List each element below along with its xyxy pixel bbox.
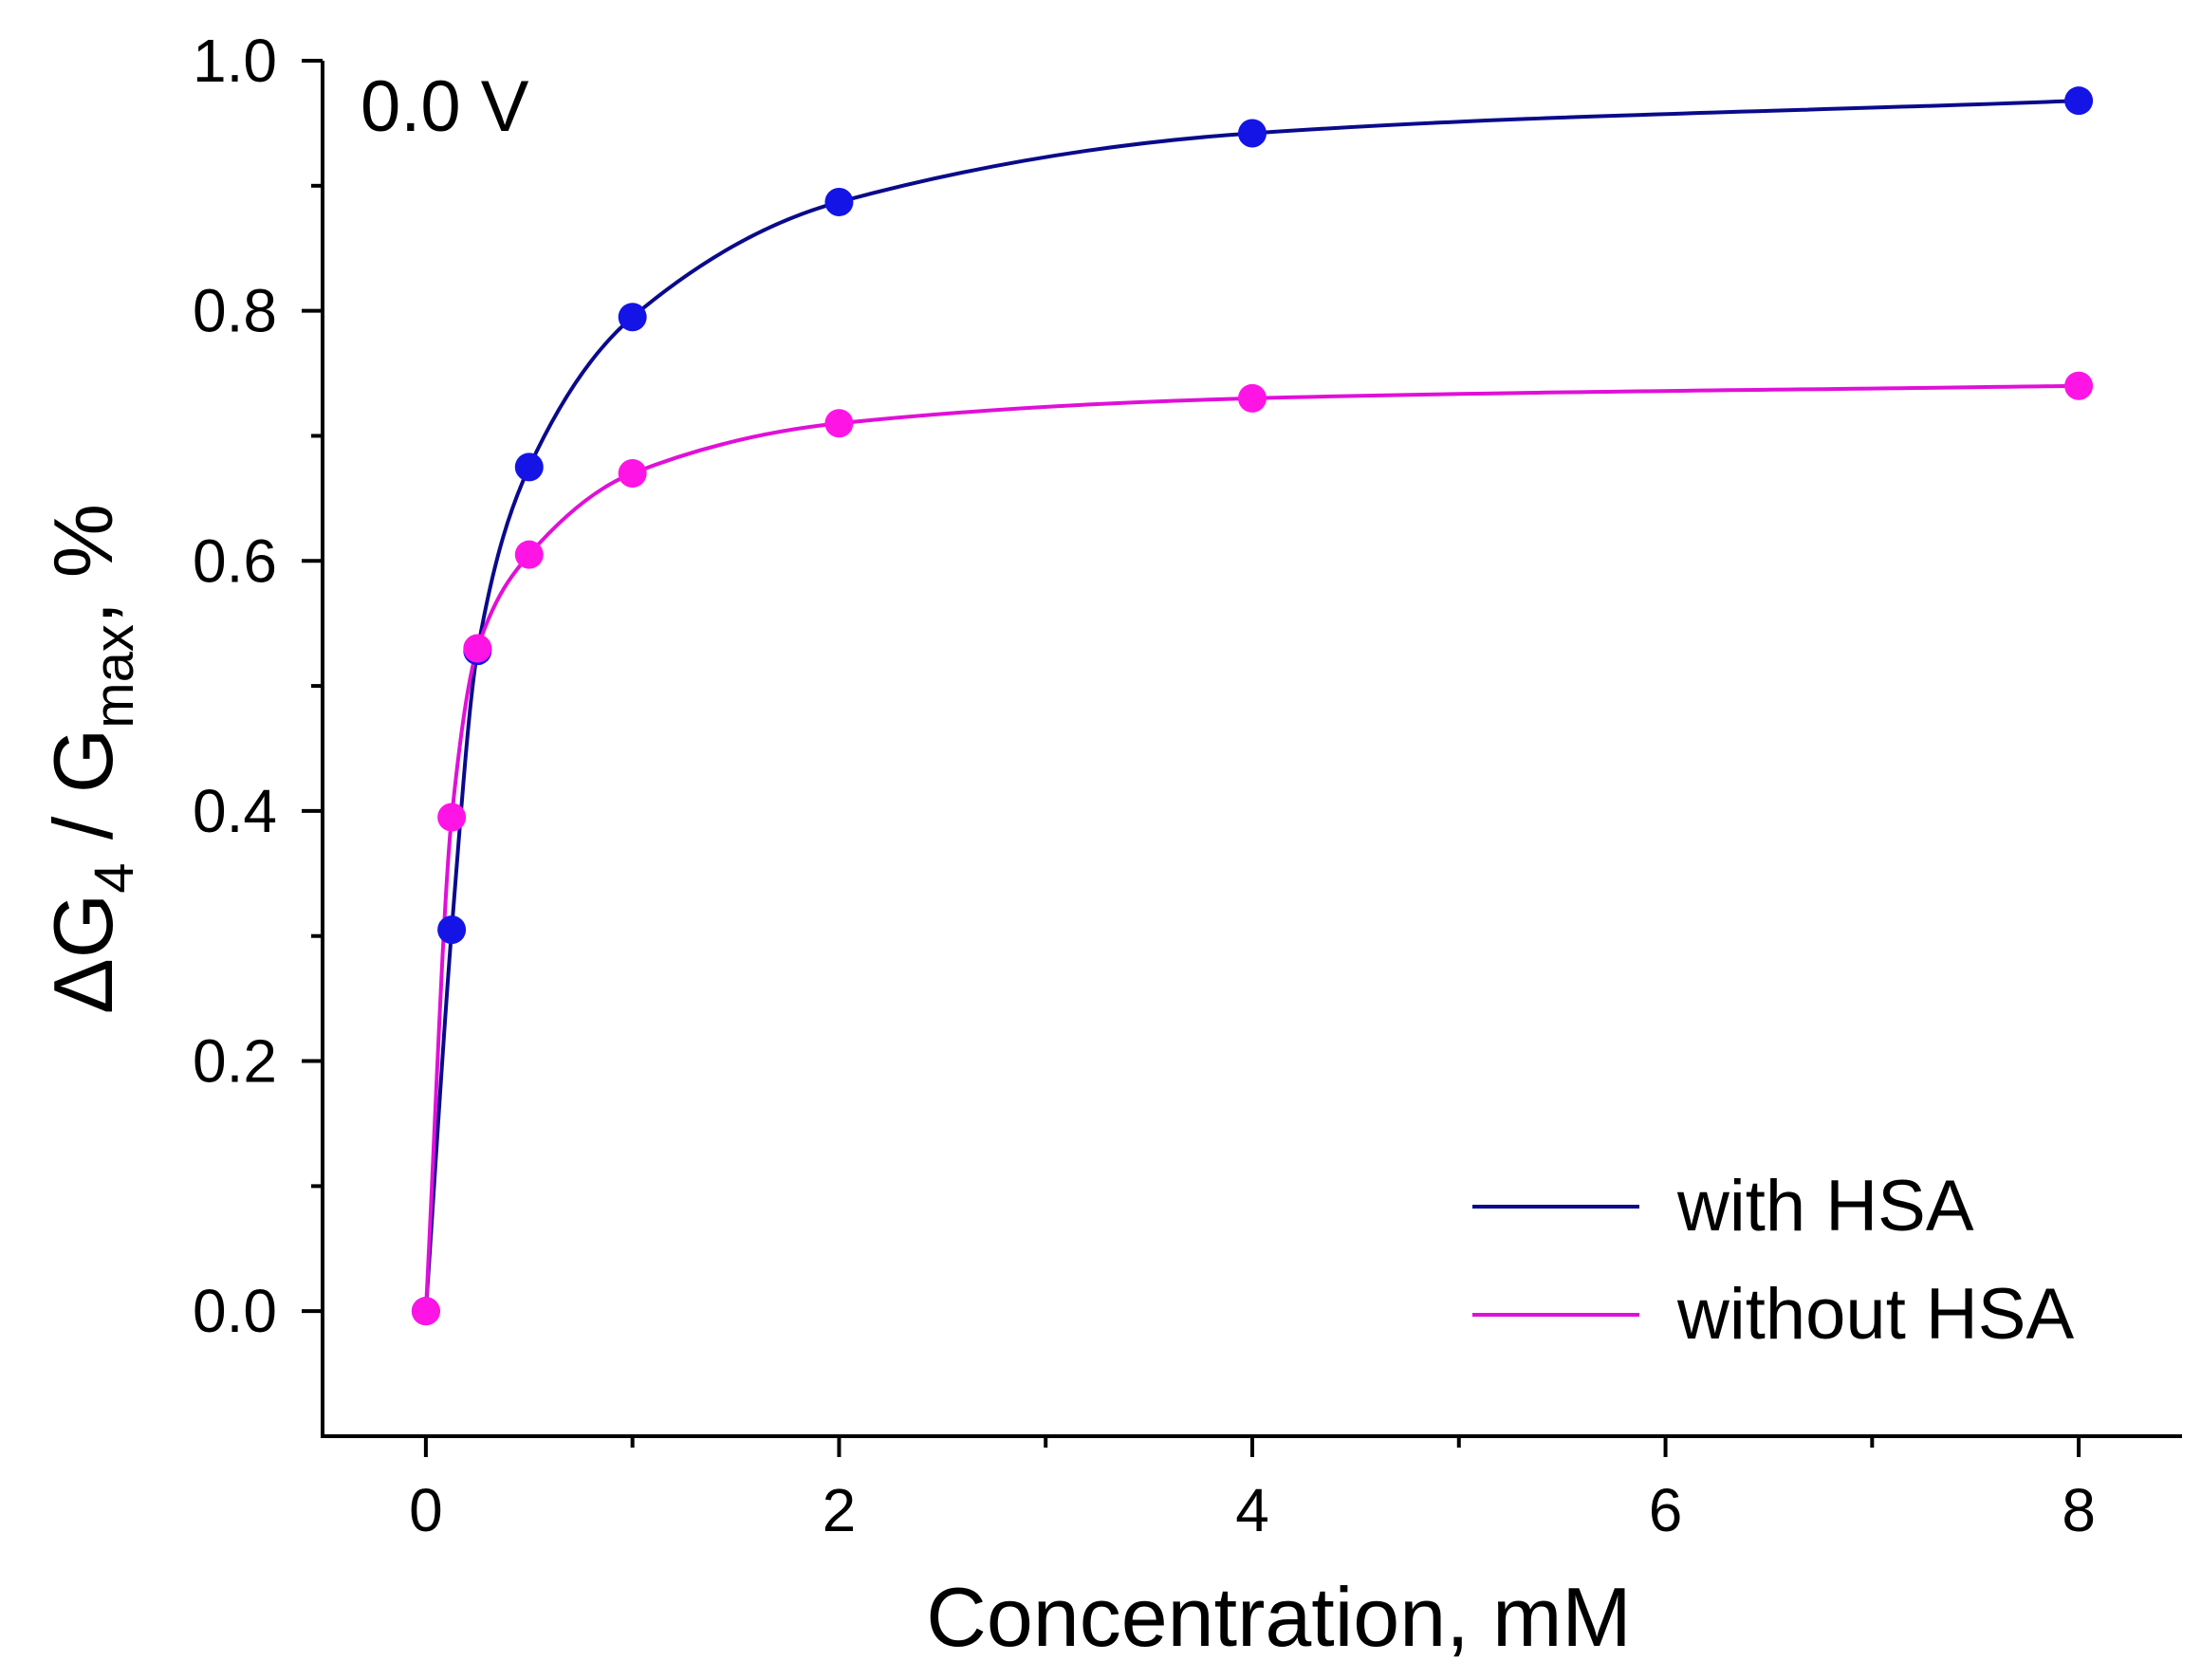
annotation-voltage: 0.0 V bbox=[361, 66, 529, 147]
y-tick-label: 0.2 bbox=[193, 1027, 277, 1096]
data-point-with-hsa bbox=[2064, 86, 2094, 116]
data-point-without-hsa bbox=[437, 803, 467, 832]
data-point-with-hsa bbox=[618, 303, 647, 332]
tick-labels: 0 2 4 6 8 0.0 0.2 0.4 0.6 0.8 1.0 bbox=[193, 27, 2096, 1544]
data-point-with-hsa bbox=[824, 187, 854, 216]
y-axis-label-suffix: , % bbox=[36, 504, 130, 624]
x-tick-label: 4 bbox=[1235, 1476, 1269, 1544]
legend-label-with-hsa: with HSA bbox=[1676, 1166, 1974, 1246]
y-tick-label: 1.0 bbox=[193, 27, 277, 95]
data-point-without-hsa bbox=[463, 634, 492, 663]
y-tick-label: 0.0 bbox=[193, 1277, 277, 1345]
data-point-with-hsa bbox=[514, 452, 544, 482]
data-point-without-hsa bbox=[618, 459, 647, 488]
legend: with HSA without HSA bbox=[1472, 1166, 2074, 1355]
data-point-without-hsa bbox=[2064, 371, 2094, 400]
legend-label-without-hsa: without HSA bbox=[1676, 1274, 2074, 1355]
data-point-without-hsa bbox=[824, 409, 854, 438]
y-axis-label: ΔG4 / Gmax, % bbox=[36, 504, 145, 1014]
data-point-without-hsa bbox=[514, 540, 544, 569]
y-axis-label-prefix: ΔG bbox=[36, 894, 130, 1014]
x-axis-label: Concentration, mM bbox=[926, 1570, 1631, 1664]
data-point-with-hsa bbox=[437, 915, 467, 945]
y-tick-label: 0.6 bbox=[193, 526, 277, 595]
series-lines bbox=[423, 99, 2080, 1312]
x-tick-label: 2 bbox=[823, 1476, 857, 1544]
x-tick-label: 0 bbox=[409, 1476, 443, 1544]
data-point-without-hsa bbox=[411, 1297, 440, 1326]
y-tick-label: 0.8 bbox=[193, 277, 277, 345]
series-line-with-hsa bbox=[423, 99, 2080, 1312]
y-axis-label-middle: / G bbox=[36, 729, 130, 863]
y-axis-label-sub2: max bbox=[83, 624, 145, 729]
x-tick-label: 6 bbox=[1649, 1476, 1683, 1544]
y-tick-label: 0.4 bbox=[193, 777, 277, 845]
x-tick-label: 8 bbox=[2062, 1476, 2096, 1544]
series-points bbox=[411, 86, 2094, 1326]
data-point-without-hsa bbox=[1238, 383, 1267, 413]
data-point-with-hsa bbox=[1238, 119, 1267, 148]
y-axis-label-sub1: 4 bbox=[83, 863, 145, 894]
tick-marks bbox=[302, 59, 2081, 1457]
